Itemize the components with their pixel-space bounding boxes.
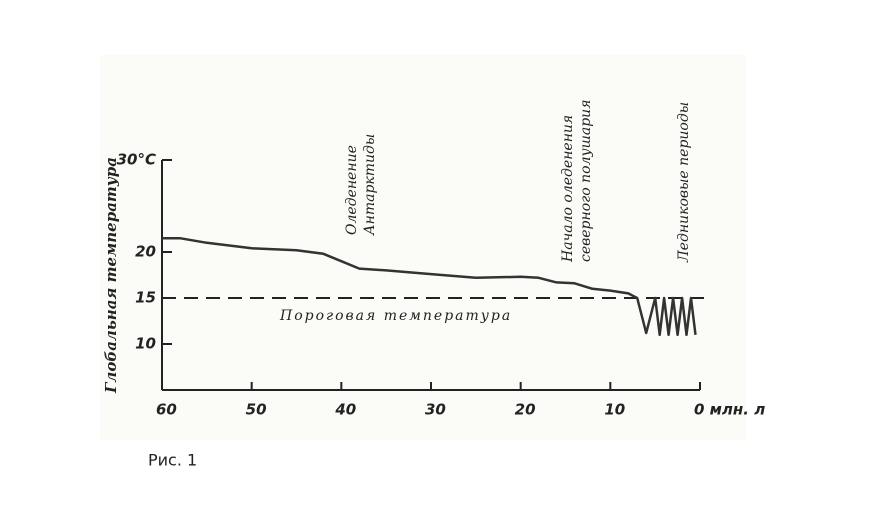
x-tick-label: 10 (604, 401, 625, 419)
y-tick-label: 30°C (117, 151, 156, 169)
scan-background (100, 55, 746, 440)
annotation: Начало оледенения (560, 115, 576, 263)
annotation: Ледниковые периоды (676, 102, 692, 263)
y-axis-title: Глобальная температура (102, 157, 120, 394)
y-tick-label: 10 (135, 335, 156, 353)
x-tick-label: 20 (515, 401, 536, 419)
caption: Рис. 1 (148, 451, 197, 470)
temperature-line (162, 236, 697, 337)
threshold-label: Пороговая температура (279, 308, 512, 324)
x-tick-label: 40 (334, 401, 356, 419)
annotation: северного полушария (578, 100, 594, 262)
y-tick-label: 20 (135, 243, 156, 261)
x-tick-label: 60 (156, 401, 177, 419)
annotation: Антарктиды (362, 134, 378, 236)
x-tick-label: 30 (425, 401, 446, 419)
y-tick-label: 15 (135, 289, 156, 307)
x-tick-label: 0 млн. л (694, 401, 765, 419)
annotation: Оледенение (344, 145, 360, 235)
x-tick-label: 50 (246, 401, 267, 419)
